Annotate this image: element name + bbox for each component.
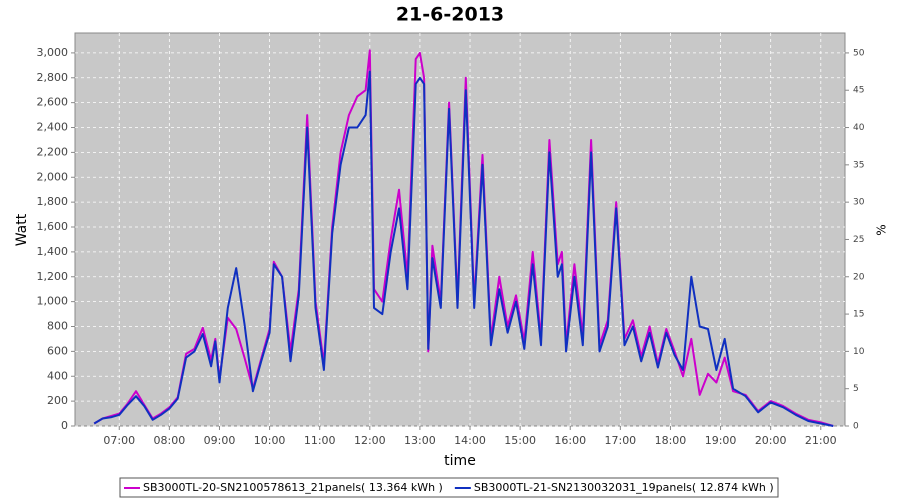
x-tick-label: 08:00 [154, 434, 186, 447]
y2-tick-label: 40 [853, 123, 865, 133]
y2-tick-label: 20 [853, 272, 865, 282]
y2-tick-label: 30 [853, 198, 865, 208]
y-tick-label: 2,400 [37, 121, 69, 134]
x-tick-label: 11:00 [304, 434, 336, 447]
x-tick-label: 10:00 [254, 434, 286, 447]
chart-title: 21-6-2013 [396, 4, 504, 26]
y2-tick-label: 10 [853, 347, 865, 357]
y-tick-label: 1,400 [37, 245, 69, 258]
x-tick-label: 15:00 [504, 434, 536, 447]
y-tick-label: 800 [47, 320, 68, 333]
x-tick-label: 13:00 [404, 434, 436, 447]
x-tick-label: 18:00 [655, 434, 687, 447]
series-line [93, 70, 834, 427]
x-tick-label: 14:00 [454, 434, 486, 447]
y-tick-label: 1,800 [37, 195, 69, 208]
y2-tick-label: 45 [853, 86, 864, 96]
y-tick-label: 0 [61, 419, 68, 432]
legend-label: SB3000TL-21-SN2130032031_19panels( 12.87… [474, 481, 774, 494]
y2-tick-label: 5 [853, 384, 859, 394]
y-axis-label: Watt [14, 213, 30, 246]
x-axis-label: time [444, 453, 476, 469]
x-tick-label: 21:00 [805, 434, 837, 447]
x-tick-label: 09:00 [204, 434, 236, 447]
x-tick-label: 16:00 [554, 434, 586, 447]
y2-tick-label: 50 [853, 48, 865, 58]
y-tick-label: 600 [47, 344, 68, 357]
y-tick-label: 2,000 [37, 170, 69, 183]
y-tick-label: 1,200 [37, 270, 69, 283]
y-tick-label: 200 [47, 394, 68, 407]
x-tick-label: 12:00 [354, 434, 386, 447]
y2-tick-label: 25 [853, 235, 864, 245]
y2-tick-label: 0 [853, 422, 859, 432]
y-tick-label: 1,000 [37, 295, 69, 308]
y-tick-label: 400 [47, 369, 68, 382]
y-tick-label: 3,000 [37, 46, 69, 59]
x-tick-label: 20:00 [755, 434, 787, 447]
y2-tick-label: 35 [853, 160, 864, 170]
series-line [93, 49, 834, 427]
x-tick-label: 07:00 [103, 434, 135, 447]
y2-axis-label: % [875, 224, 889, 235]
y-tick-label: 1,600 [37, 220, 69, 233]
x-tick-label: 17:00 [604, 434, 636, 447]
legend-label: SB3000TL-20-SN2100578613_21panels( 13.36… [143, 481, 443, 494]
y-tick-label: 2,200 [37, 145, 69, 158]
y2-tick-label: 15 [853, 310, 864, 320]
legend [119, 477, 779, 498]
x-tick-label: 19:00 [705, 434, 737, 447]
y-tick-label: 2,800 [37, 71, 69, 84]
y-tick-label: 2,600 [37, 96, 69, 109]
